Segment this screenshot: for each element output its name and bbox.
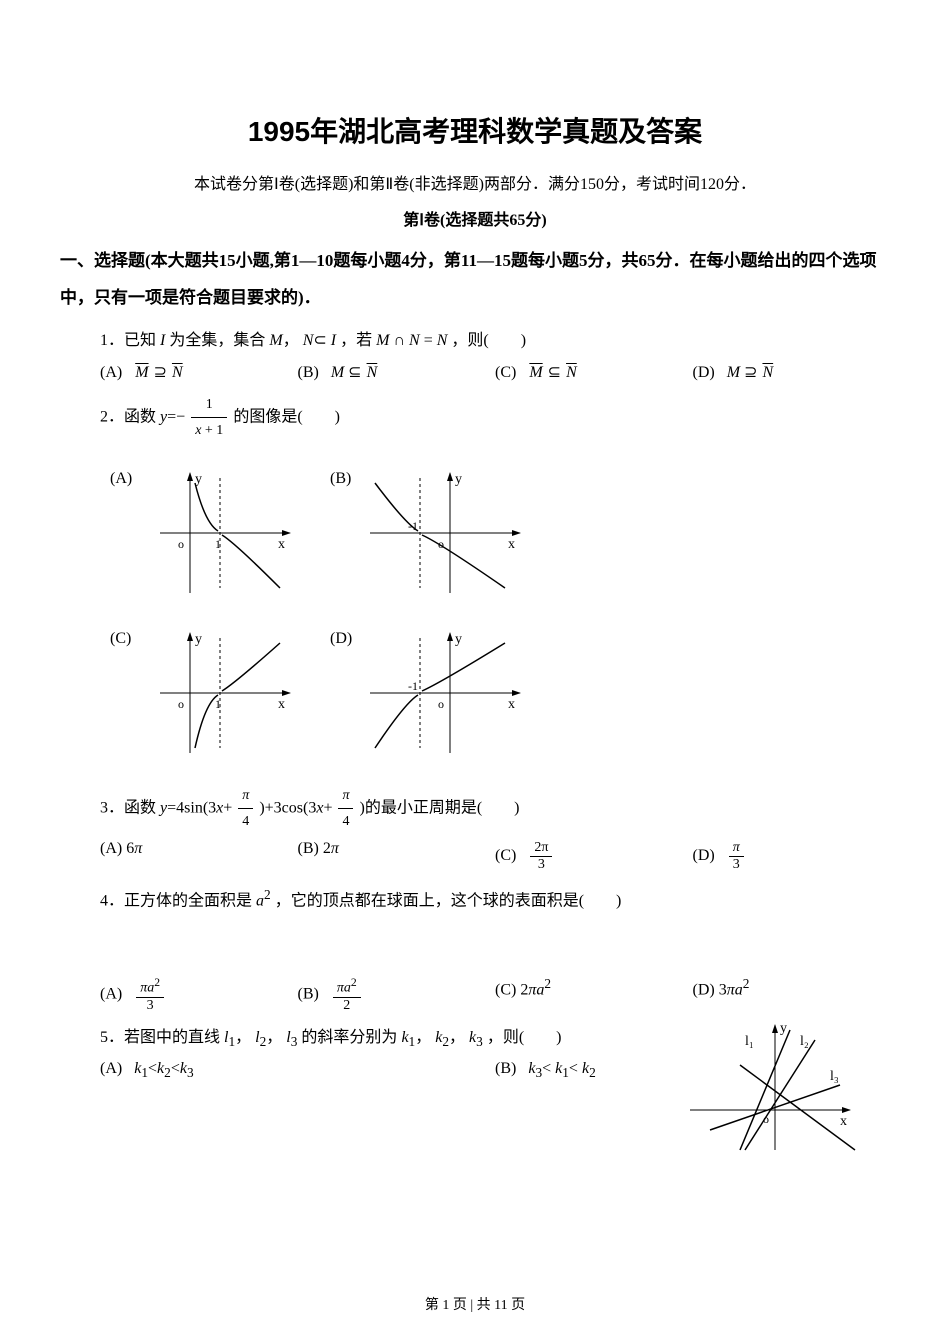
q4-opt-c: (C) 2πa2 (495, 976, 693, 1014)
q4-opt-a: (A) πa23 (100, 976, 298, 1014)
q1-I: I (160, 332, 165, 349)
q3-opt-a: (A) 6π (100, 840, 298, 873)
svg-text:o: o (178, 537, 184, 551)
svg-text:y: y (780, 1021, 787, 1036)
q3-opt-b: (B) 2π (298, 840, 496, 873)
q1-text6: ，则( ) (451, 332, 526, 349)
q1-M2: M (376, 332, 389, 349)
q1-eq: = (424, 332, 433, 349)
q3-opt-c: (C) 2π3 (495, 840, 693, 873)
q5-opt-a: (A) k1<k2<k3 (100, 1060, 495, 1081)
section-1-header: 第Ⅰ卷(选择题共65分) (60, 206, 890, 230)
svg-text:x: x (508, 537, 515, 552)
q2-label-c: (C) (110, 630, 131, 647)
question-3: 3．函数 y=4sin(3x+ π4 )+3cos(3x+ π4 )的最小正周期… (100, 783, 890, 834)
q1-opt-d: (D) M ⊇ N (693, 362, 891, 382)
q1-opt-a: (A) M ⊇ N (100, 362, 298, 382)
svg-text:y: y (195, 632, 202, 647)
svg-text:1: 1 (215, 697, 221, 711)
q3-options: (A) 6π (B) 2π (C) 2π3 (D) π3 (100, 840, 890, 873)
q4-opt-d: (D) 3πa2 (693, 976, 891, 1014)
question-2: 2．函数 y=− 1 x + 1 的图像是( ) (100, 392, 890, 443)
q1-text2: 为全集，集合 (169, 332, 265, 349)
q1-N3: N (437, 332, 448, 349)
exam-intro: 本试卷分第Ⅰ卷(选择题)和第Ⅱ卷(非选择题)两部分．满分150分，考试时间120… (60, 170, 890, 194)
q1-options: (A) M ⊇ N (B) M ⊆ N (C) M ⊆ N (D) M ⊇ N (100, 362, 890, 382)
q1-N2: N (409, 332, 420, 349)
svg-text:1: 1 (215, 537, 221, 551)
svg-text:l₁: l₁ (745, 1034, 754, 1049)
q1-M: M (269, 332, 282, 349)
q2-label-b: (B) (330, 470, 351, 487)
svg-text:x: x (278, 537, 285, 552)
q1-text: 1．已知 (100, 332, 156, 349)
q2-suffix: 的图像是( ) (233, 408, 340, 425)
q1-I2: I (331, 332, 336, 349)
svg-text:y: y (455, 632, 462, 647)
q4-options: (A) πa23 (B) πa22 (C) 2πa2 (D) 3πa2 (100, 976, 890, 1014)
q1-cap: ∩ (393, 332, 405, 349)
q1-N: N (303, 332, 314, 349)
page-title: 1995年湖北高考理科数学真题及答案 (60, 110, 890, 150)
q2-label-d: (D) (330, 630, 352, 647)
question-1: 1．已知 I 为全集，集合 M， N⊂ I ，若 M ∩ N = N ，则( ) (100, 327, 890, 356)
page-footer: 第 1 页 | 共 11 页 (0, 1294, 950, 1314)
q2-prefix: 2．函数 (100, 408, 156, 425)
svg-text:x: x (508, 697, 515, 712)
q2-label-a: (A) (110, 470, 132, 487)
q1-opt-c: (C) M ⊆ N (495, 362, 693, 382)
q1-opt-b: (B) M ⊆ N (298, 362, 496, 382)
svg-text:x: x (278, 697, 285, 712)
svg-text:l₃: l₃ (830, 1069, 839, 1084)
q2-graphs: (A) x y o 1 (B) x y o -1 (C) (100, 453, 890, 773)
svg-text:o: o (178, 697, 184, 711)
svg-text:y: y (455, 472, 462, 487)
q1-text3: ，若 (340, 332, 372, 349)
svg-text:-1: -1 (408, 679, 418, 693)
question-4: 4．正方体的全面积是 a2 ，它的顶点都在球面上，这个球的表面积是( ) (100, 883, 890, 916)
svg-text:l₂: l₂ (800, 1034, 809, 1049)
q3-opt-d: (D) π3 (693, 840, 891, 873)
q2-graph-svg: (A) x y o 1 (B) x y o -1 (C) (100, 453, 580, 773)
svg-text:o: o (438, 697, 444, 711)
q4-opt-b: (B) πa22 (298, 976, 496, 1014)
part-1-header: 一、选择题(本大题共15小题,第1—10题每小题4分，第11—15题每小题5分，… (60, 242, 890, 317)
q5-figure: x y o l₁ l₂ l₃ (680, 1020, 860, 1160)
svg-text:x: x (840, 1114, 847, 1129)
